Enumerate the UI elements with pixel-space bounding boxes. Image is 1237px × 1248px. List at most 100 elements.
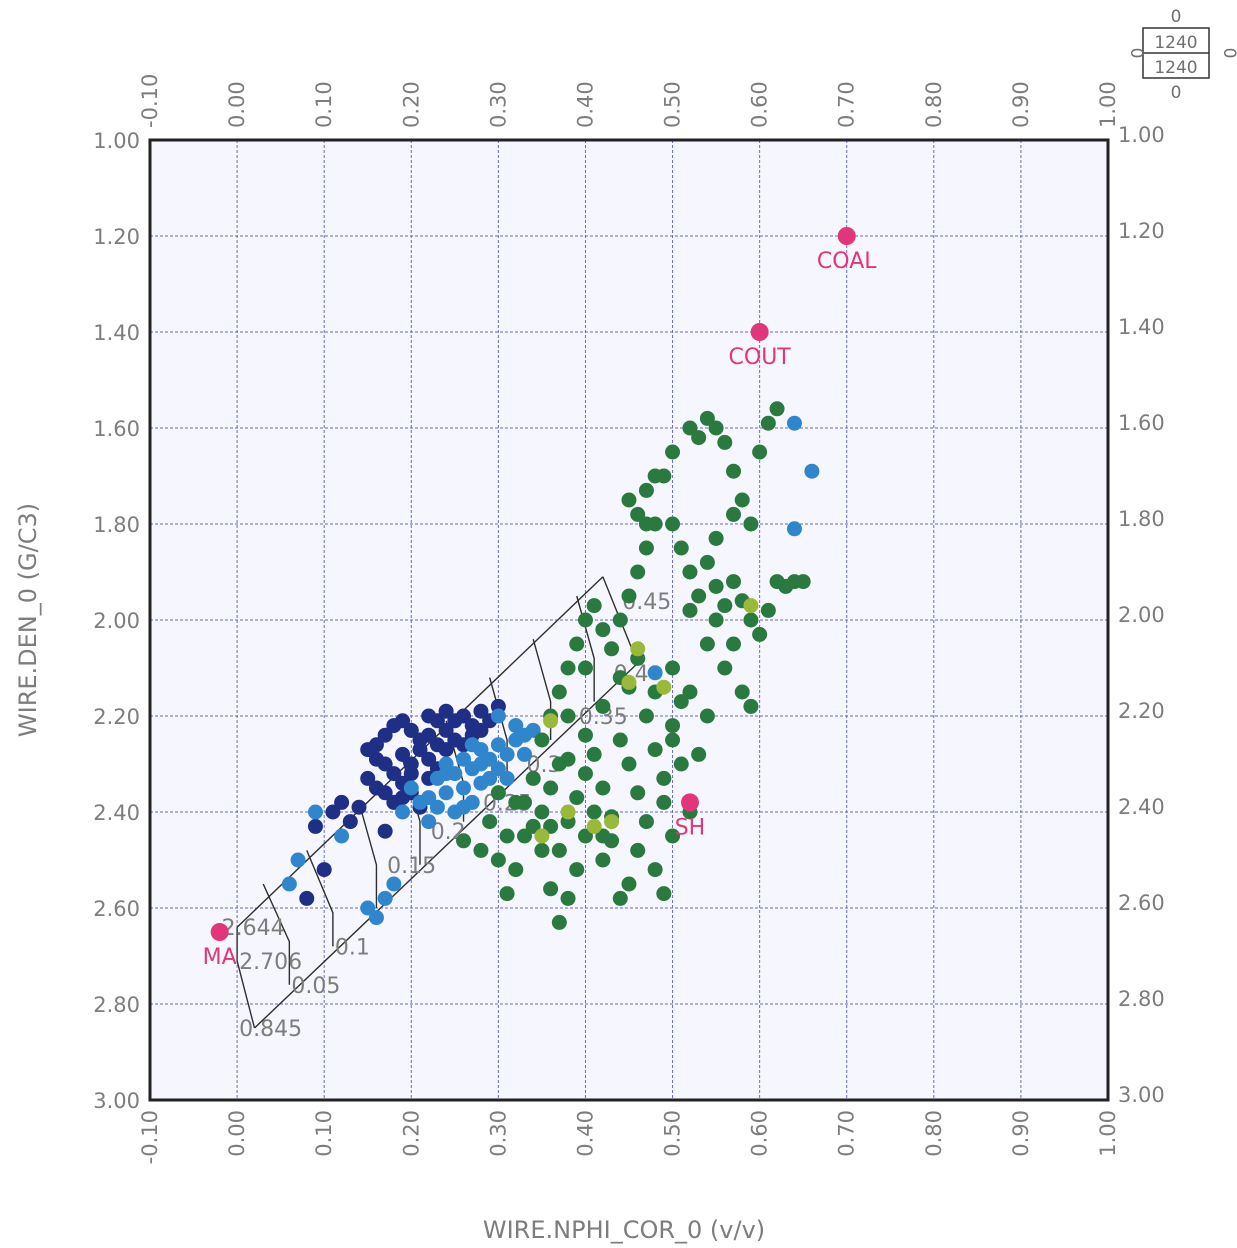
overlay-label: 0.05 (291, 974, 340, 999)
depth-range-top: 0 (1171, 7, 1182, 27)
data-point (743, 698, 759, 714)
data-point (543, 713, 559, 729)
x-tick-label-bottom: 0.80 (922, 1110, 946, 1157)
data-point (656, 770, 672, 786)
data-point (525, 818, 541, 834)
data-point (395, 713, 411, 729)
data-point (464, 737, 480, 753)
data-point (560, 890, 576, 906)
x-tick-label-bottom: 0.50 (661, 1110, 685, 1157)
data-point (612, 612, 628, 628)
data-point (438, 722, 454, 738)
y-axis-title: WIRE.DEN_0 (G/C3) (14, 503, 42, 737)
data-point (438, 766, 454, 782)
data-point (717, 598, 733, 614)
reference-point-label: COAL (817, 249, 877, 274)
data-point (630, 785, 646, 801)
data-point (638, 708, 654, 724)
data-point (395, 790, 411, 806)
x-tick-label-top: 0.50 (661, 81, 685, 128)
data-point (290, 852, 306, 868)
data-point (499, 770, 515, 786)
data-point (577, 727, 593, 743)
overlay-line (254, 662, 639, 1029)
data-point (604, 641, 620, 657)
data-point (708, 612, 724, 628)
data-point (421, 814, 437, 830)
data-point (577, 828, 593, 844)
grid-lines (150, 140, 1108, 1100)
data-point (665, 444, 681, 460)
data-point (473, 842, 489, 858)
data-point (630, 564, 646, 580)
data-point (691, 430, 707, 446)
data-point (560, 751, 576, 767)
data-point (525, 770, 541, 786)
x-tick-label-top: 0.00 (225, 81, 249, 128)
data-point (482, 770, 498, 786)
data-point (691, 588, 707, 604)
x-tick-label-bottom: 0.40 (573, 1110, 597, 1157)
data-point (386, 766, 402, 782)
x-tick-label-bottom: 0.30 (486, 1110, 510, 1157)
data-point (473, 756, 489, 772)
data-point (682, 564, 698, 580)
x-tick-label-bottom: -0.10 (138, 1110, 162, 1164)
overlay-line (236, 927, 256, 1029)
x-tick-label-top: 0.10 (312, 81, 336, 128)
data-point (726, 574, 742, 590)
reference-point (750, 323, 769, 341)
data-point (743, 516, 759, 532)
data-point (647, 665, 663, 681)
data-point (412, 794, 428, 810)
data-point (490, 785, 506, 801)
x-tick-label-top: -0.10 (138, 74, 162, 128)
data-point (638, 482, 654, 498)
data-point (307, 804, 323, 820)
reference-point (837, 227, 856, 245)
x-tick-label-top: 0.20 (399, 81, 423, 128)
x-tick-label-top: 0.40 (573, 81, 597, 128)
data-point (586, 818, 602, 834)
data-point (368, 751, 384, 767)
data-point (334, 794, 350, 810)
y-tick-label-right: 1.40 (1118, 315, 1165, 339)
data-point (795, 574, 811, 590)
data-point (534, 828, 550, 844)
data-point (551, 684, 567, 700)
data-point (752, 444, 768, 460)
y-tick-label-left: 1.80 (93, 513, 140, 537)
data-point (699, 410, 715, 426)
data-point (699, 554, 715, 570)
tick-labels: -0.10 -0.10 0.00 0.00 0.10 0.10 0.20 0.20 0.30 0.… (93, 74, 1165, 1165)
y-tick-label-left: 3.00 (93, 1089, 140, 1113)
data-point (560, 708, 576, 724)
data-point (412, 742, 428, 758)
data-point (682, 420, 698, 436)
x-axis-title: WIRE.NPHI_COR_0 (v/v) (483, 1216, 765, 1244)
data-point (647, 742, 663, 758)
data-point (360, 742, 376, 758)
data-point (743, 598, 759, 614)
data-point (429, 799, 445, 815)
data-point (299, 890, 315, 906)
data-point (638, 540, 654, 556)
data-point (368, 910, 384, 926)
data-point (786, 521, 802, 537)
data-point (438, 785, 454, 801)
overlay-label: 0.845 (239, 1017, 302, 1042)
data-point (377, 823, 393, 839)
data-point (673, 540, 689, 556)
data-point (438, 703, 454, 719)
data-point (395, 746, 411, 762)
data-point (726, 463, 742, 479)
data-point (490, 852, 506, 868)
data-point (760, 415, 776, 431)
y-tick-label-right: 2.00 (1118, 603, 1165, 627)
data-point (543, 881, 559, 897)
data-point (612, 890, 628, 906)
data-point (534, 804, 550, 820)
data-point (377, 890, 393, 906)
overlay-label: 2.706 (239, 950, 302, 975)
overlay-label: 2.644 (222, 916, 285, 941)
